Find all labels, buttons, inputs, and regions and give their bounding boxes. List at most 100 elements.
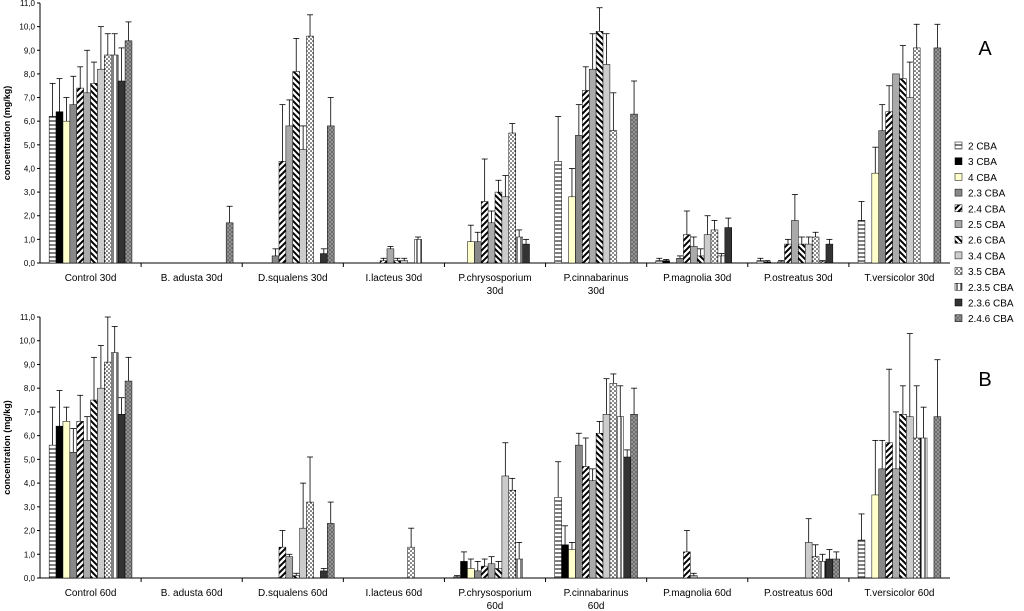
y-tick-label: 5,0 xyxy=(24,455,36,464)
bar xyxy=(117,414,126,579)
y-tick-label: 11,0 xyxy=(20,0,36,8)
y-tick-label: 11,0 xyxy=(20,313,36,322)
bar xyxy=(327,523,335,579)
bar xyxy=(480,565,489,579)
y-tick-label: 3,0 xyxy=(24,188,36,197)
bar xyxy=(912,47,921,264)
legend-swatch xyxy=(954,267,963,275)
bar xyxy=(285,125,294,264)
bar xyxy=(906,97,914,264)
bar xyxy=(400,260,408,264)
bar xyxy=(225,222,234,264)
category-label: 30d xyxy=(487,286,504,297)
bar xyxy=(825,243,834,264)
bar xyxy=(278,546,287,579)
bar xyxy=(386,248,395,264)
bar xyxy=(306,501,314,579)
bar xyxy=(299,527,307,579)
bar xyxy=(474,241,482,264)
category-label: Control 60d xyxy=(65,588,117,599)
y-tick-label: 7,0 xyxy=(24,94,36,103)
bar xyxy=(55,425,64,579)
bar xyxy=(501,475,510,579)
bar xyxy=(933,47,942,264)
y-tick-label: 4,0 xyxy=(24,479,36,488)
bar xyxy=(784,243,792,264)
y-tick-label: 1,0 xyxy=(24,550,36,559)
bar xyxy=(690,246,698,264)
bar xyxy=(676,258,684,264)
legend-label: 3.5 CBA xyxy=(968,267,1006,278)
bar xyxy=(69,104,78,264)
bar xyxy=(683,551,691,579)
bar xyxy=(561,544,569,579)
legend-label: 2.4 CBA xyxy=(968,204,1006,215)
bar xyxy=(83,440,91,579)
category-label: B. adusta 30d xyxy=(161,273,223,284)
bar xyxy=(480,201,489,264)
bar xyxy=(494,191,503,264)
bar xyxy=(76,87,84,264)
bar xyxy=(453,576,461,579)
y-tick-label: 7,0 xyxy=(24,408,36,417)
legend-swatch xyxy=(954,314,963,322)
bar xyxy=(609,383,618,579)
bar xyxy=(487,222,496,264)
category-label: Control 30d xyxy=(65,273,117,284)
category-label: P.chrysosporium xyxy=(458,273,531,284)
bar xyxy=(602,414,611,579)
bar xyxy=(717,255,726,264)
bar xyxy=(508,489,516,579)
bar xyxy=(271,255,280,264)
bar xyxy=(568,549,576,579)
legend-swatch xyxy=(954,220,963,228)
y-tick-label: 2,0 xyxy=(24,212,36,221)
category-label: P.ostreatus 30d xyxy=(764,273,833,284)
panel-label: B xyxy=(978,369,991,391)
bar xyxy=(899,414,907,579)
bar xyxy=(818,561,827,579)
bar xyxy=(467,568,475,579)
bar xyxy=(892,468,900,579)
bar xyxy=(710,229,719,264)
bar xyxy=(595,31,604,264)
bar xyxy=(690,575,698,579)
y-tick-label: 9,0 xyxy=(24,46,36,55)
bar xyxy=(588,68,597,264)
bar xyxy=(124,40,133,264)
bar xyxy=(857,220,866,264)
bar xyxy=(825,558,834,579)
bar xyxy=(97,68,105,264)
bar xyxy=(111,352,119,579)
bar xyxy=(933,416,942,579)
bar xyxy=(871,494,879,579)
bar xyxy=(857,539,866,579)
bar xyxy=(595,433,604,579)
y-tick-label: 8,0 xyxy=(24,70,36,79)
bar xyxy=(623,456,631,579)
category-label: T.versicolor 60d xyxy=(864,588,934,599)
y-tick-label: 5,0 xyxy=(24,141,36,150)
bar-chart-panel-a: 0,0 1,0 2,0 3,0 4,0 5,0 6,0 7,0 8,0 9,0 10,0 11,0 co… xyxy=(2,0,992,297)
bar xyxy=(588,480,597,579)
bar xyxy=(487,563,496,579)
y-tick-label: 2,0 xyxy=(24,527,36,536)
bar xyxy=(575,444,583,579)
category-label: B. adusta 60d xyxy=(161,588,223,599)
bar xyxy=(494,568,503,579)
bar xyxy=(117,80,126,264)
bar xyxy=(885,442,893,579)
bar xyxy=(818,261,827,264)
panel-label: A xyxy=(978,38,992,60)
bar xyxy=(90,399,98,579)
legend-swatch xyxy=(954,235,963,244)
bar xyxy=(111,54,119,264)
legend-swatch xyxy=(954,204,963,213)
y-tick-label: 9,0 xyxy=(24,360,36,369)
category-label: D.squalens 30d xyxy=(258,273,328,284)
bar xyxy=(906,416,914,579)
bar xyxy=(871,172,879,264)
bar xyxy=(285,556,294,579)
category-label: P.chrysosporium xyxy=(458,588,531,599)
